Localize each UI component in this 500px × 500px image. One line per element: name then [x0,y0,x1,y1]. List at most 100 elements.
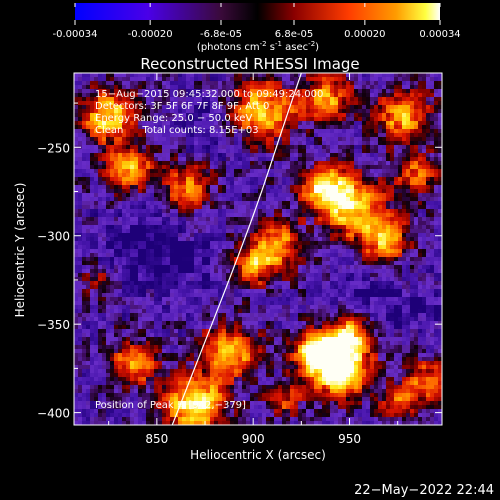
heatmap-cell [126,125,130,129]
heatmap-cell [414,237,418,241]
heatmap-cell [166,285,170,289]
heatmap-cell [366,145,370,149]
heatmap-cell [222,169,226,173]
heatmap-cell [134,257,138,261]
heatmap-cell [334,161,338,165]
heatmap-cell [334,121,338,125]
heatmap-cell [306,77,310,81]
heatmap-cell [118,153,122,157]
heatmap-cell [118,85,122,89]
heatmap-cell [394,105,398,109]
heatmap-cell [98,197,102,201]
heatmap-cell [406,281,410,285]
heatmap-cell [94,229,98,233]
heatmap-cell [266,73,270,77]
heatmap-cell [194,105,198,109]
heatmap-cell [346,257,350,261]
heatmap-cell [138,181,142,185]
heatmap-cell [390,165,394,169]
heatmap-cell [246,145,250,149]
heatmap-cell [394,225,398,229]
heatmap-cell [106,241,110,245]
heatmap-cell [106,181,110,185]
heatmap-cell [422,257,426,261]
heatmap-cell [342,117,346,121]
heatmap-cell [270,189,274,193]
heatmap-cell [314,217,318,221]
heatmap-cell [282,81,286,85]
heatmap-cell [438,225,442,229]
heatmap-cell [94,177,98,181]
heatmap-cell [222,133,226,137]
heatmap-cell [278,149,282,153]
heatmap-cell [222,241,226,245]
heatmap-cell [326,281,330,285]
heatmap-cell [246,157,250,161]
heatmap-cell [362,133,366,137]
heatmap-cell [434,249,438,253]
heatmap-cell [82,89,86,93]
heatmap-cell [214,205,218,209]
heatmap-cell [150,205,154,209]
heatmap-cell [414,213,418,217]
heatmap-cell [162,209,166,213]
heatmap-cell [298,97,302,101]
heatmap-cell [110,177,114,181]
heatmap-cell [114,281,118,285]
heatmap-cell [414,253,418,257]
heatmap-cell [90,261,94,265]
heatmap-cell [410,129,414,133]
heatmap-cell [394,89,398,93]
heatmap-cell [162,277,166,281]
heatmap-cell [302,209,306,213]
heatmap-cell [294,173,298,177]
heatmap-cell [78,237,82,241]
heatmap-cell [414,261,418,265]
heatmap-cell [294,261,298,265]
heatmap-cell [166,185,170,189]
heatmap-cell [362,201,366,205]
heatmap-cell [262,209,266,213]
heatmap-cell [366,221,370,225]
heatmap-cell [378,185,382,189]
heatmap-cell [230,245,234,249]
heatmap-cell [202,101,206,105]
heatmap-cell [330,285,334,289]
heatmap-cell [110,205,114,209]
heatmap-cell [414,133,418,137]
heatmap-cell [382,169,386,173]
heatmap-cell [358,213,362,217]
heatmap-cell [378,157,382,161]
heatmap-cell [346,233,350,237]
heatmap-cell [242,265,246,269]
heatmap-cell [330,169,334,173]
heatmap-cell [130,73,134,77]
heatmap-cell [158,77,162,81]
heatmap-cell [158,73,162,77]
heatmap-cell [238,97,242,101]
heatmap-cell [270,209,274,213]
heatmap-cell [186,213,190,217]
heatmap-cell [78,121,82,125]
heatmap-cell [274,237,278,241]
heatmap-cell [114,73,118,77]
heatmap-cell [78,201,82,205]
heatmap-cell [322,133,326,137]
heatmap-cell [290,277,294,281]
heatmap-cell [90,109,94,113]
heatmap-cell [206,117,210,121]
heatmap-cell [430,105,434,109]
heatmap-cell [350,229,354,233]
heatmap-cell [198,165,202,169]
heatmap-cell [330,193,334,197]
heatmap-cell [98,265,102,269]
heatmap-cell [218,209,222,213]
heatmap-cell [166,81,170,85]
heatmap-cell [414,73,418,77]
heatmap-cell [134,217,138,221]
heatmap-cell [422,285,426,289]
heatmap-cell [382,105,386,109]
heatmap-cell [202,221,206,225]
heatmap-cell [142,133,146,137]
heatmap-cell [330,225,334,229]
